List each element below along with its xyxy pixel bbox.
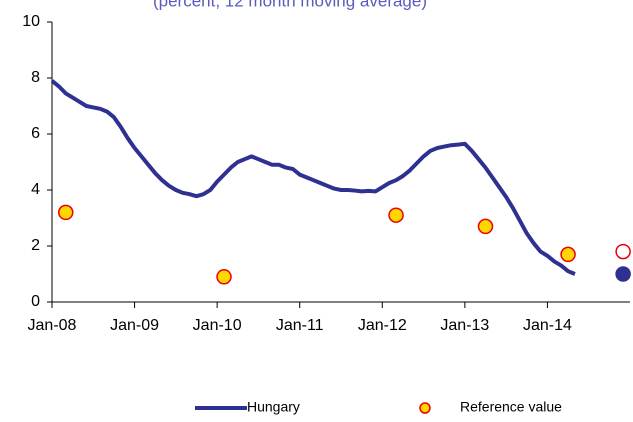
point <box>477 218 494 235</box>
y-tick-label: 0 <box>31 293 40 310</box>
legend-label: Hungary <box>247 399 300 415</box>
point <box>615 243 631 260</box>
y-tick-label: 8 <box>31 69 40 86</box>
x-tick-label: Jan-11 <box>276 317 324 334</box>
chart-subtitle: (percent, 12 month moving average) <box>153 0 427 10</box>
y-tick-label: 10 <box>22 13 40 30</box>
legend-label: Reference value <box>460 399 562 415</box>
point <box>58 204 74 221</box>
y-tick-label: 4 <box>31 181 40 198</box>
x-tick-label: Jan-10 <box>193 317 242 334</box>
x-tick-label: Jan-13 <box>440 317 489 334</box>
legend-swatch <box>419 402 431 414</box>
y-tick-label: 2 <box>31 237 40 254</box>
x-tick-label: Jan-09 <box>110 317 159 334</box>
point <box>388 207 404 223</box>
point <box>615 266 631 282</box>
point <box>216 269 232 285</box>
line <box>50 79 576 276</box>
x-tick-label: Jan-08 <box>28 317 77 334</box>
x-tick-label: Jan-12 <box>358 317 407 334</box>
y-tick-label: 6 <box>31 125 40 142</box>
point <box>560 246 576 263</box>
x-tick-label: Jan-14 <box>523 317 572 334</box>
